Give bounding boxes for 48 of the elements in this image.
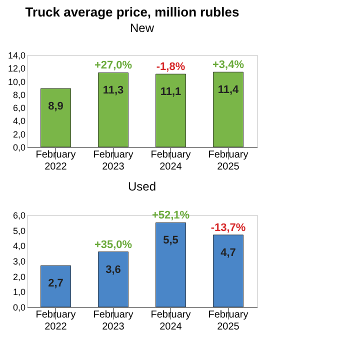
y-tick-label: 14,0 <box>8 50 26 60</box>
annotation: -1,8% <box>156 61 186 74</box>
data-label: 4,7 <box>220 246 236 259</box>
data-label: 11,3 <box>102 84 124 97</box>
data-label: 2,7 <box>48 278 64 290</box>
bar <box>98 252 128 308</box>
annotation: +27,0% <box>94 60 132 72</box>
x-tick-label: February 2025 <box>208 310 248 332</box>
y-tick-label: 5,0 <box>12 226 26 236</box>
bar <box>213 72 244 148</box>
annotation: +3,4% <box>212 59 244 72</box>
y-tick-label: 10,0 <box>8 76 26 87</box>
y-tick-label: 1,0 <box>12 287 26 298</box>
y-tick-label: 2,0 <box>12 129 26 140</box>
annotation: +35,0% <box>94 238 132 251</box>
y-tick-label: 0,0 <box>12 142 26 152</box>
data-label: 5,5 <box>163 234 178 247</box>
x-tick-label: February 2022 <box>36 150 76 172</box>
x-tick-label: February 2022 <box>36 310 76 332</box>
bar <box>156 74 186 148</box>
y-tick-label: 6,0 <box>12 103 26 114</box>
chart-title: Used <box>128 180 156 194</box>
x-tick-label: February 2024 <box>150 310 191 332</box>
data-label: 11,4 <box>218 84 240 96</box>
data-label: 8,9 <box>48 100 64 113</box>
chart-title: Truck average price, million rubles <box>25 4 240 20</box>
y-tick-label: 4,0 <box>12 241 26 252</box>
bar <box>40 265 71 308</box>
x-tick-label: February 2025 <box>208 150 248 172</box>
data-label: 11,1 <box>160 86 182 98</box>
y-tick-label: 8,0 <box>12 90 26 100</box>
x-tick-label: February 2024 <box>150 150 191 172</box>
y-tick-label: 6,0 <box>12 210 26 220</box>
annotation: +52,1% <box>152 210 190 222</box>
bar <box>98 72 128 148</box>
y-tick-label: 2,0 <box>12 272 26 282</box>
y-tick-label: 12,0 <box>8 64 26 74</box>
annotation: -13,7% <box>210 222 246 234</box>
data-label: 3,6 <box>106 264 121 276</box>
x-tick-label: February 2023 <box>93 310 134 332</box>
bar <box>156 222 186 308</box>
y-tick-label: 4,0 <box>12 116 26 126</box>
x-tick-label: February 2023 <box>93 150 134 172</box>
y-tick-label: 3,0 <box>12 256 26 266</box>
bar <box>213 234 244 308</box>
bar <box>40 88 71 148</box>
y-tick-label: 0,0 <box>12 302 26 312</box>
chart-subtitle: New <box>130 21 154 35</box>
